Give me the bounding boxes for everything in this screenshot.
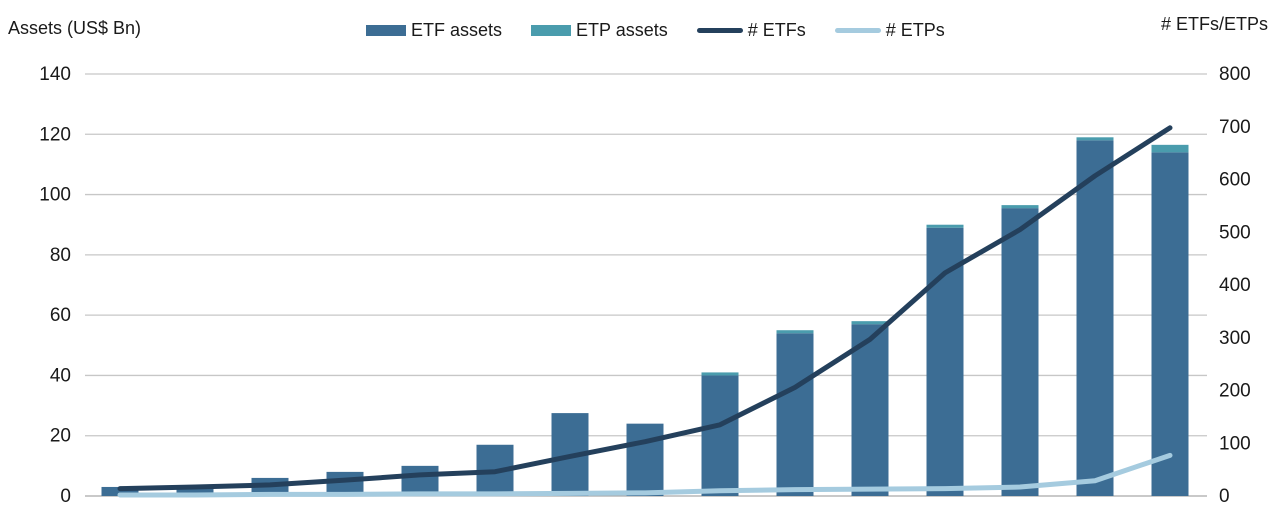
etp-assets-bar-cap: [1001, 205, 1039, 209]
right-axis-tick-label: 300: [1219, 328, 1251, 349]
etf-assets-bar: [1151, 152, 1189, 496]
etf-assets-bar: [176, 485, 214, 496]
left-axis-tick-label: 80: [50, 245, 71, 266]
left-axis-title: Assets (US$ Bn): [8, 18, 142, 38]
right-axis-tick-label: 100: [1219, 433, 1251, 454]
right-axis-tick-label: 0: [1219, 486, 1230, 507]
right-axis-tick-label: 700: [1219, 117, 1251, 138]
etf-assets-bar: [401, 465, 439, 496]
num-etps-line: [117, 452, 1173, 498]
etp-assets-bar-cap: [1151, 144, 1189, 153]
right-axis-tick-label: 800: [1219, 64, 1251, 85]
etp-assets-bar-cap: [701, 372, 739, 376]
legend-bar-swatch-1: [531, 25, 572, 36]
legend-label: # ETPs: [885, 20, 945, 40]
left-axis-tick-label: 60: [50, 305, 71, 326]
etf-assets-bar: [851, 324, 889, 496]
right-axis-tick-label: 600: [1219, 170, 1251, 191]
legend-label: # ETFs: [747, 20, 806, 40]
etp-assets-bar-cap: [1076, 137, 1114, 141]
left-axis-tick-label: 100: [39, 185, 71, 206]
left-axis-tick-label: 120: [39, 124, 71, 145]
left-axis-tick-label: 40: [50, 365, 71, 386]
etf-assets-bar: [1076, 140, 1114, 497]
legend-bar-swatch-0: [366, 25, 406, 36]
right-axis-title: # ETFs/ETPs: [1160, 14, 1268, 34]
etp-assets-bar-cap: [776, 330, 814, 334]
left-axis-tick-label: 140: [39, 64, 71, 85]
etf-assets-bar: [1001, 208, 1039, 496]
legend-item-etp-assets: ETP assets: [531, 20, 668, 41]
num-etfs-line: [117, 125, 1173, 492]
left-axis-tick-label: 20: [50, 426, 71, 447]
legend-line-swatch-2: [696, 28, 743, 33]
chart-legend: ETF assets ETP assets # ETFs # ETPs: [366, 20, 945, 41]
etp-assets-bar-cap: [926, 224, 964, 228]
etf-assets-bar: [626, 423, 664, 496]
etf-assets-bar: [101, 486, 139, 496]
legend-item-etfs: # ETFs: [696, 20, 806, 41]
legend-line-swatch-3: [834, 28, 881, 33]
legend-label: ETP assets: [576, 20, 668, 40]
legend-label: ETF assets: [411, 20, 503, 40]
left-axis-tick-label: 0: [60, 486, 71, 507]
etf-assets-bar: [776, 333, 814, 496]
etp-assets-bar-cap: [851, 321, 889, 325]
right-axis-tick-label: 400: [1219, 275, 1251, 296]
legend-item-etf-assets: ETF assets: [366, 20, 502, 41]
etf-assets-bar: [701, 375, 739, 496]
right-axis-tick-label: 200: [1219, 381, 1251, 402]
legend-item-etps: # ETPs: [834, 20, 945, 41]
right-axis-tick-label: 500: [1219, 222, 1251, 243]
